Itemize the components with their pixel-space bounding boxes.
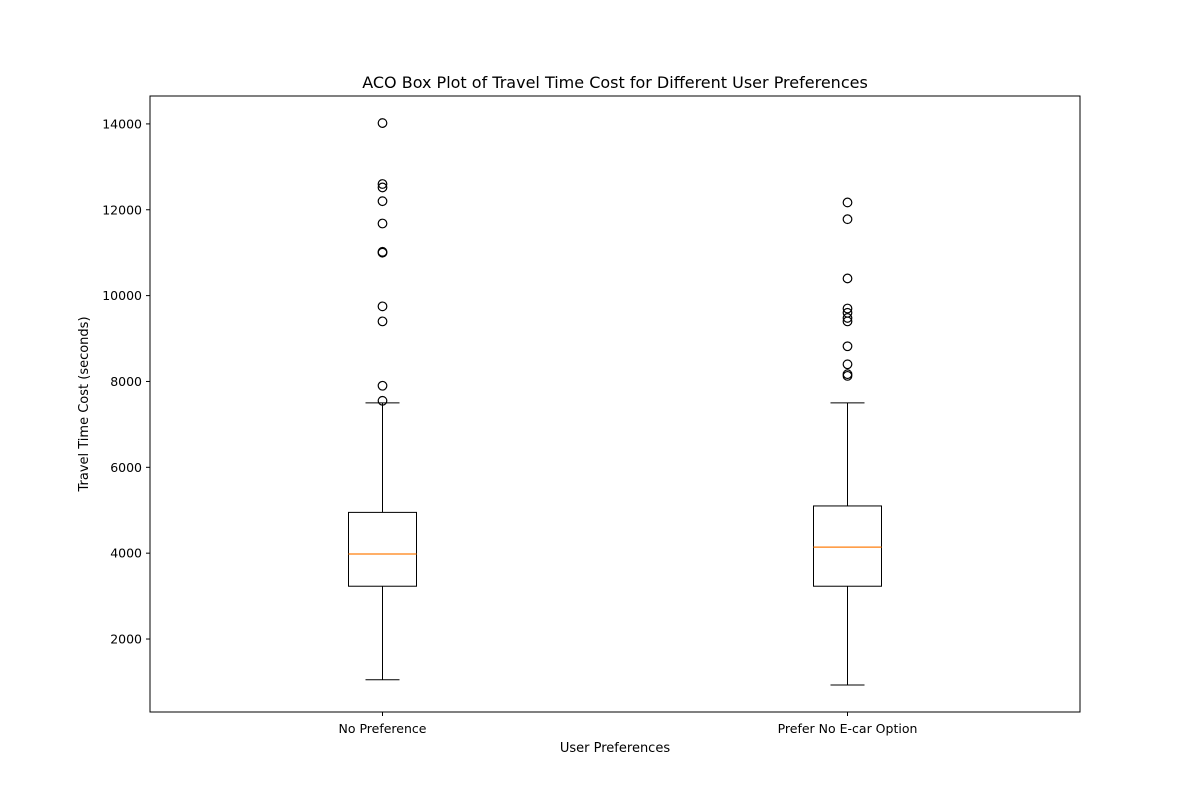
outlier-point xyxy=(842,341,853,352)
y-tick-label: 6000 xyxy=(110,460,142,475)
plot-frame xyxy=(149,95,1081,713)
outlier-point xyxy=(842,307,853,318)
plot-area: 2000 4000 6000 8000 10000 12000 14000 No Prefer… xyxy=(102,116,917,736)
outlier-point xyxy=(377,316,388,327)
outlier-point xyxy=(842,273,853,284)
outlier-point xyxy=(842,197,853,208)
outlier-point xyxy=(377,218,388,229)
outlier-point xyxy=(377,179,388,189)
x-axis-label: User Preferences xyxy=(560,741,670,756)
outlier-point xyxy=(377,301,388,312)
y-tick-label: 12000 xyxy=(102,202,142,217)
outlier-point xyxy=(842,303,853,314)
y-tick-label: 4000 xyxy=(110,546,142,561)
x-tick-label: Prefer No E-car Option xyxy=(778,721,918,736)
outlier-point xyxy=(842,313,853,323)
chart-title: ACO Box Plot of Travel Time Cost for Dif… xyxy=(362,73,868,92)
outlier-point xyxy=(842,359,853,370)
outlier-point xyxy=(377,118,388,128)
outlier-point xyxy=(377,380,388,391)
outlier-point xyxy=(842,214,853,225)
y-tick-label: 14000 xyxy=(102,116,142,131)
outlier-point xyxy=(377,395,388,406)
box xyxy=(348,511,417,587)
y-axis-label: Travel Time Cost (seconds) xyxy=(77,316,92,492)
y-tick-label: 10000 xyxy=(102,288,142,303)
box xyxy=(813,505,882,587)
x-tick-label: No Preference xyxy=(339,721,427,736)
y-tick-label: 8000 xyxy=(110,374,142,389)
y-tick-label: 2000 xyxy=(110,632,142,647)
outlier-point xyxy=(377,196,388,207)
outlier-point xyxy=(842,369,853,380)
outlier-point xyxy=(377,182,388,193)
outlier-point xyxy=(377,246,388,257)
